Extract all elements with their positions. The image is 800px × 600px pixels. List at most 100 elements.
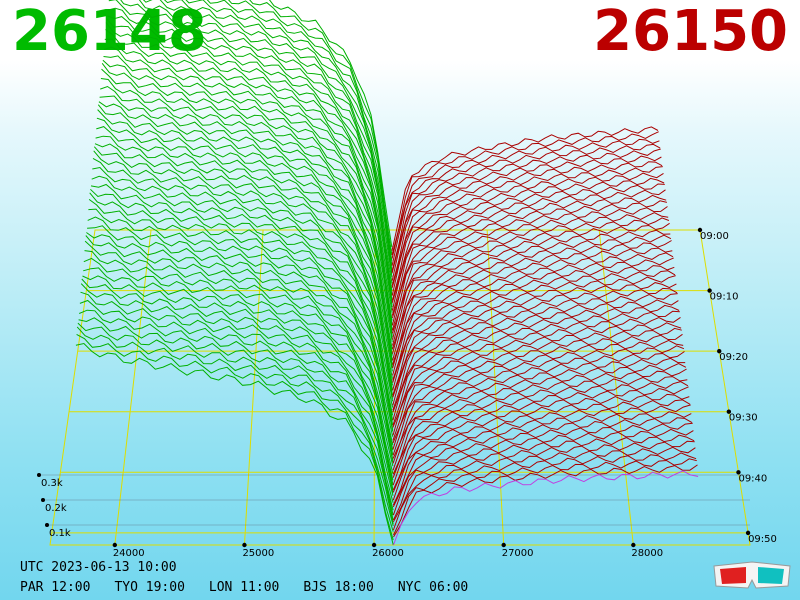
ask-depth-line: [392, 399, 691, 486]
x-tick-dot: [112, 542, 118, 548]
ask-depth-line: [391, 222, 670, 334]
ask-depth-line: [392, 316, 681, 413]
ask-depth-line: [392, 322, 682, 421]
x-tick-dot: [242, 542, 247, 548]
bid-depth-line: [108, 0, 393, 296]
timezone-2: LON 11:00: [208, 580, 280, 595]
bid-depth-line: [106, 18, 393, 307]
3d-glasses-icon[interactable]: [712, 558, 792, 592]
ask-depth-line: [391, 189, 666, 303]
ask-depth-line: [392, 363, 687, 456]
x-tick-label: 26000: [372, 548, 404, 559]
bid-depth-line: [103, 55, 393, 336]
ask-depth-line: [392, 357, 686, 450]
ask-depth-line: [392, 452, 697, 531]
x-gridline: [486, 229, 505, 546]
time-tick-dot: [726, 409, 732, 414]
ask-depth-line: [392, 368, 687, 459]
x-tick-dot: [501, 542, 506, 548]
ask-depth-line: [391, 177, 665, 296]
depth-tick-dot: [37, 473, 41, 477]
bid-depth-line: [90, 183, 394, 430]
x-tick-dot: [371, 542, 377, 548]
bid-depth-line: [84, 250, 394, 481]
bid-depth-line: [98, 101, 393, 368]
bid-depth-line: [75, 342, 394, 546]
bid-depth-line: [104, 46, 393, 331]
ask-depth-line: [391, 143, 661, 266]
bid-depth-line: [228, 0, 393, 261]
ask-depth-line: [392, 345, 685, 441]
ask-depth-line: [391, 200, 668, 316]
x-tick-label: 24000: [113, 548, 145, 559]
ask-depth-line: [393, 464, 698, 538]
bid-depth-line: [89, 192, 394, 437]
ask-depth-line: [392, 376, 688, 464]
bid-depth-line: [138, 0, 393, 284]
ask-depth-line: [392, 270, 676, 376]
bid-depth-line: [88, 198, 394, 446]
timezone-row: PAR 12:00 TYO 19:00 LON 11:00 BJS 18:00 NYC …: [20, 580, 492, 595]
ask-depth-line: [392, 275, 676, 381]
ask-depth-line: [392, 339, 684, 436]
ask-depth-line: [392, 304, 680, 406]
ask-depth-line: [392, 299, 679, 398]
bid-depth-line: [94, 143, 393, 399]
time-tick-label: 09:30: [729, 413, 758, 424]
ask-depth-line: [392, 229, 671, 340]
ask-depth-line: [391, 126, 659, 251]
ask-depth-line: [392, 265, 675, 369]
bid-depth-line: [93, 150, 394, 408]
bid-depth-line: [88, 208, 394, 451]
ask-depth-line: [392, 411, 692, 493]
time-tick-dot: [717, 348, 722, 354]
ask-depth-line: [392, 247, 673, 354]
x-tick-label: 28000: [631, 548, 663, 559]
bid-depth-line: [99, 95, 393, 366]
bid-depth-line: [206, 0, 393, 266]
bid-depth-line: [97, 104, 393, 372]
ask-depth-line: [392, 327, 682, 426]
ask-depth-line: [392, 310, 680, 411]
bid-depth-line: [84, 240, 394, 474]
depth-tick-label: 0.1k: [49, 528, 71, 539]
time-tick-label: 09:40: [738, 473, 767, 484]
bid-depth-line: [87, 225, 394, 461]
ask-depth-line: [391, 172, 664, 288]
time-tick-label: 09:20: [719, 352, 748, 363]
bid-depth-line: [95, 135, 393, 396]
timezone-3: BJS 18:00: [303, 580, 374, 595]
time-tick-dot: [697, 227, 703, 233]
time-tick-dot: [707, 288, 712, 293]
bid-depth-line: [101, 68, 393, 350]
ask-depth-line: [392, 234, 672, 346]
ask-depth-line: [391, 131, 659, 256]
ask-depth-line: [392, 428, 694, 508]
time-tick-label: 09:50: [748, 534, 777, 545]
ask-depth-line: [391, 148, 661, 271]
bid-depth-line: [100, 78, 393, 356]
ask-price: 26150: [593, 0, 788, 64]
bid-depth-line: [96, 117, 393, 386]
x-gridline: [114, 229, 152, 546]
bid-depth-line: [77, 322, 394, 527]
x-gridline: [598, 229, 634, 546]
ask-depth-line: [391, 155, 662, 274]
time-tick-dot: [736, 470, 741, 475]
bid-depth-line: [80, 291, 394, 511]
bid-depth-line: [93, 146, 394, 402]
ask-depth-line: [392, 287, 678, 391]
ask-depth-line: [391, 194, 667, 311]
bid-depth-line: [83, 257, 394, 486]
ask-depth-line: [392, 240, 672, 350]
depth-tick-dot: [41, 498, 45, 502]
ask-depth-line: [392, 351, 685, 444]
ask-depth-line: [391, 212, 669, 326]
x-tick-label: 25000: [242, 548, 274, 559]
bid-depth-line: [81, 278, 394, 496]
ask-depth-line: [391, 183, 665, 301]
time-tick-label: 09:00: [700, 231, 729, 242]
bid-depth-line: [83, 267, 394, 491]
bid-depth-line: [97, 109, 393, 379]
